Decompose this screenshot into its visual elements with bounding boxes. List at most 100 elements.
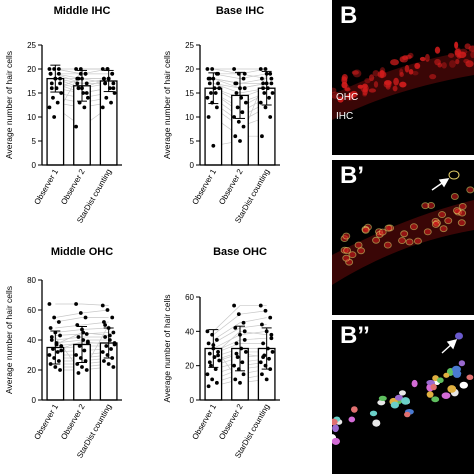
data-point bbox=[48, 71, 53, 76]
x-tick-label: Observer 2 bbox=[59, 402, 87, 441]
cell-outline bbox=[342, 254, 351, 262]
image-panel-b: B OHC IHC bbox=[332, 0, 474, 155]
cell-dot bbox=[429, 73, 437, 80]
y-tick-label: 10 bbox=[27, 113, 36, 122]
chart-title: Middle IHC bbox=[54, 5, 111, 17]
data-point bbox=[217, 358, 222, 363]
data-point bbox=[56, 71, 61, 76]
data-point bbox=[205, 95, 210, 100]
data-point bbox=[58, 368, 62, 372]
y-tick-label: 40 bbox=[185, 327, 194, 336]
cell-dot bbox=[392, 85, 398, 92]
data-point bbox=[261, 81, 266, 86]
labeled-cell bbox=[431, 396, 440, 403]
chart-title: Middle OHC bbox=[51, 246, 113, 258]
data-point bbox=[269, 81, 274, 86]
labeled-cell bbox=[426, 380, 435, 386]
data-point bbox=[58, 333, 62, 338]
x-tick-label: Observer 2 bbox=[217, 167, 245, 206]
data-point bbox=[236, 312, 241, 317]
data-point bbox=[234, 91, 239, 95]
data-point bbox=[100, 105, 105, 110]
x-tick-label: Observer 1 bbox=[190, 402, 218, 441]
cell-outline bbox=[343, 247, 352, 254]
data-point bbox=[49, 81, 54, 86]
labeled-cell bbox=[332, 437, 341, 445]
data-point bbox=[110, 315, 115, 320]
data-point bbox=[244, 350, 248, 354]
data-point bbox=[232, 363, 236, 368]
data-point bbox=[84, 332, 89, 336]
cell-dot bbox=[332, 91, 340, 99]
labeled-cell bbox=[378, 395, 387, 401]
cell-outline bbox=[384, 224, 393, 232]
data-point bbox=[59, 348, 64, 353]
data-point bbox=[111, 330, 116, 335]
data-point bbox=[233, 134, 238, 139]
y-tick-label: 0 bbox=[32, 396, 37, 405]
chart-title: Base IHC bbox=[216, 5, 264, 17]
cell-dot bbox=[434, 58, 441, 66]
data-point bbox=[213, 367, 218, 371]
data-point bbox=[209, 91, 213, 95]
y-axis-label: Average number of hair cells bbox=[4, 286, 14, 394]
image-panel-b-double-prime: B’’ bbox=[332, 320, 474, 474]
data-point bbox=[238, 139, 242, 143]
data-point bbox=[110, 71, 115, 76]
y-tick-label: 15 bbox=[185, 89, 194, 98]
data-point bbox=[48, 326, 53, 330]
data-point bbox=[238, 380, 242, 385]
data-point bbox=[83, 315, 88, 320]
cell-outline bbox=[413, 237, 422, 245]
labeled-cell bbox=[399, 390, 406, 396]
cell-outline bbox=[357, 247, 365, 255]
data-point bbox=[207, 76, 212, 81]
data-point bbox=[51, 347, 55, 351]
labeled-cell bbox=[401, 397, 410, 405]
y-tick-label: 5 bbox=[32, 137, 37, 146]
cell-dot bbox=[372, 70, 380, 77]
data-point bbox=[52, 315, 57, 320]
data-point bbox=[263, 308, 268, 313]
chart-3: Base OHC Average number of hair cells 0 20 4… bbox=[162, 246, 280, 460]
data-point bbox=[261, 86, 266, 91]
x-tick-label: Observer 1 bbox=[32, 167, 60, 206]
cell-dot bbox=[377, 70, 387, 79]
data-point bbox=[264, 377, 269, 382]
data-point bbox=[216, 350, 220, 354]
labeled-cell bbox=[458, 360, 466, 367]
cell-outline bbox=[405, 238, 414, 246]
data-point bbox=[74, 353, 78, 357]
data-point bbox=[206, 384, 211, 389]
data-point bbox=[234, 351, 239, 356]
labeled-cell bbox=[369, 410, 378, 417]
labeled-cell bbox=[459, 381, 468, 389]
data-point bbox=[51, 95, 55, 100]
cell-outline bbox=[354, 241, 363, 249]
data-point bbox=[76, 86, 81, 91]
cell-outline bbox=[457, 219, 466, 227]
data-point bbox=[214, 105, 219, 110]
data-point bbox=[58, 81, 62, 86]
cell-dot bbox=[463, 58, 470, 64]
data-point bbox=[209, 363, 213, 368]
data-point bbox=[207, 360, 212, 365]
data-point bbox=[205, 67, 210, 71]
labeled-cell bbox=[350, 406, 358, 413]
cell-dot bbox=[414, 62, 421, 69]
data-point bbox=[258, 100, 263, 105]
labeled-cell bbox=[443, 372, 450, 378]
data-point bbox=[84, 91, 89, 95]
cell-dot bbox=[468, 45, 474, 52]
cell-dot bbox=[455, 58, 460, 65]
data-point bbox=[240, 360, 245, 365]
cell-outline bbox=[438, 211, 447, 218]
data-point bbox=[233, 377, 238, 382]
data-point bbox=[232, 303, 236, 308]
cell-outline bbox=[398, 237, 406, 244]
data-point bbox=[56, 359, 61, 363]
cell-dot bbox=[419, 56, 426, 62]
x-tick-label: Observer 1 bbox=[190, 167, 218, 206]
data-point bbox=[205, 372, 210, 377]
fluorescence-image-b bbox=[332, 0, 474, 155]
